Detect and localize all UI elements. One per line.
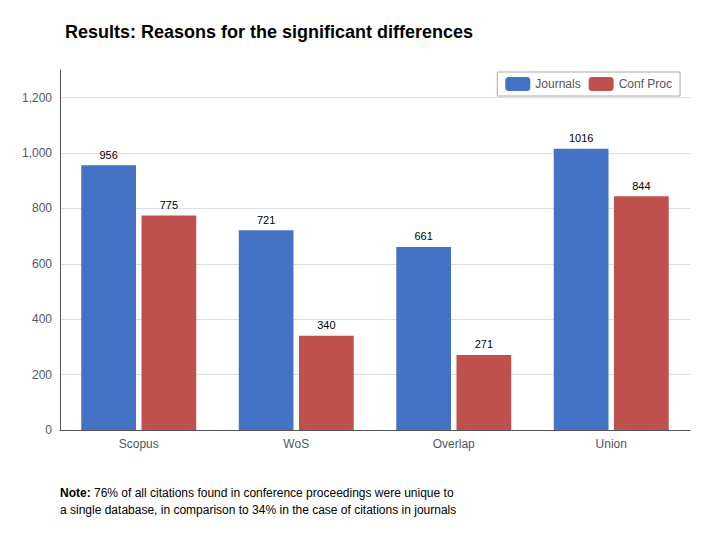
svg-text:1,200: 1,200 xyxy=(22,91,52,105)
svg-text:844: 844 xyxy=(632,180,650,192)
svg-text:0: 0 xyxy=(45,423,52,437)
svg-text:Journals: Journals xyxy=(535,77,580,91)
svg-text:76% of all citations found in: 76% of all citations found in conference… xyxy=(91,486,454,500)
svg-text:Scopus: Scopus xyxy=(119,437,159,451)
svg-text:775: 775 xyxy=(160,199,178,211)
svg-text:1,000: 1,000 xyxy=(22,146,52,160)
svg-text:271: 271 xyxy=(475,338,493,350)
svg-text:1016: 1016 xyxy=(569,132,593,144)
svg-text:800: 800 xyxy=(32,201,52,215)
svg-text:Union: Union xyxy=(596,437,627,451)
svg-text:400: 400 xyxy=(32,312,52,326)
svg-text:Note:: Note: xyxy=(60,486,91,500)
svg-text:200: 200 xyxy=(32,368,52,382)
svg-text:600: 600 xyxy=(32,257,52,271)
svg-text:340: 340 xyxy=(317,319,335,331)
svg-text:WoS: WoS xyxy=(283,437,309,451)
svg-text:Overlap: Overlap xyxy=(433,437,475,451)
svg-text:a single database, in comparis: a single database, in comparison to 34% … xyxy=(60,503,456,517)
svg-text:Conf Proc: Conf Proc xyxy=(619,77,672,91)
svg-text:956: 956 xyxy=(99,149,117,161)
svg-text:721: 721 xyxy=(257,214,275,226)
svg-text:Results: Reasons for the signi: Results: Reasons for the significant dif… xyxy=(65,22,473,42)
svg-text:661: 661 xyxy=(414,230,432,242)
